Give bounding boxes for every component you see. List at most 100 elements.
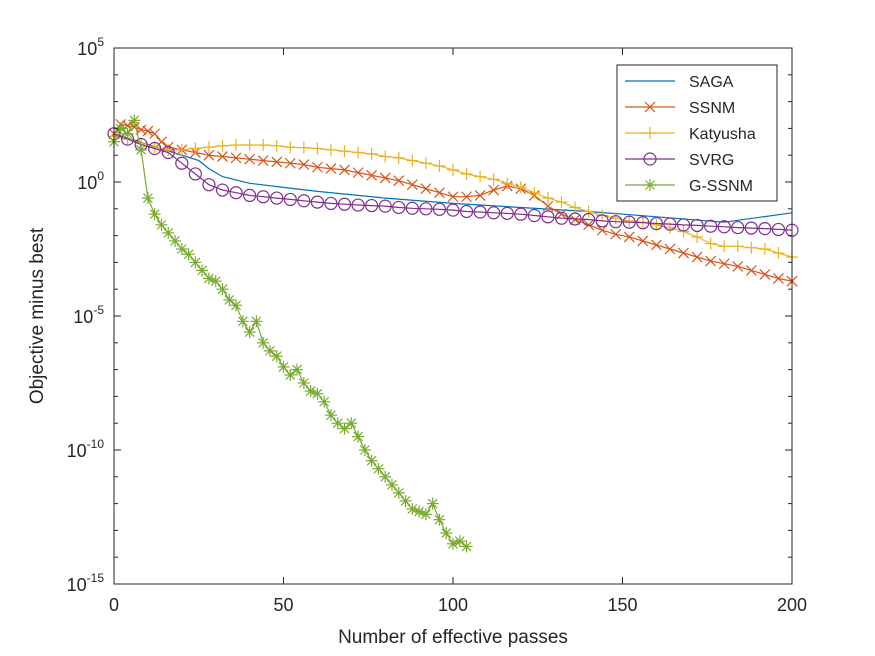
data-point bbox=[731, 220, 745, 235]
x-tick-label: 100 bbox=[438, 595, 468, 615]
data-point bbox=[352, 146, 365, 159]
data-point bbox=[283, 192, 297, 207]
data-point bbox=[149, 128, 161, 140]
x-tick-label: 200 bbox=[777, 595, 807, 615]
series-line bbox=[113, 133, 793, 231]
legend-item: SSNM bbox=[625, 100, 735, 117]
data-point bbox=[650, 239, 662, 251]
data-point bbox=[610, 228, 622, 240]
data-point bbox=[298, 159, 310, 171]
data-point bbox=[636, 216, 650, 230]
data-point bbox=[169, 234, 182, 247]
data-point bbox=[216, 283, 229, 296]
data-point bbox=[365, 454, 378, 467]
data-point bbox=[203, 149, 215, 161]
data-point bbox=[405, 201, 419, 215]
data-point bbox=[230, 152, 242, 164]
legend-item: SVRG bbox=[625, 152, 734, 169]
data-point bbox=[399, 494, 412, 507]
data-point bbox=[555, 196, 568, 209]
data-point bbox=[338, 145, 351, 158]
data-point bbox=[461, 191, 472, 203]
data-point bbox=[291, 363, 304, 376]
data-point bbox=[121, 127, 134, 140]
data-point bbox=[650, 218, 663, 231]
series-saga bbox=[113, 133, 793, 223]
data-point bbox=[202, 178, 216, 192]
data-point bbox=[676, 218, 691, 232]
data-point bbox=[554, 211, 569, 225]
data-point bbox=[337, 197, 352, 211]
data-point bbox=[433, 159, 446, 172]
series-g-ssnm bbox=[108, 114, 473, 553]
data-point bbox=[771, 222, 786, 237]
data-point bbox=[378, 199, 392, 213]
data-point bbox=[114, 122, 127, 135]
data-point bbox=[257, 155, 269, 166]
data-point bbox=[432, 202, 447, 216]
data-point bbox=[596, 209, 609, 222]
data-point bbox=[649, 216, 664, 231]
data-point bbox=[372, 462, 385, 475]
data-point bbox=[297, 194, 311, 208]
data-point bbox=[324, 143, 337, 156]
data-point bbox=[223, 293, 236, 306]
legend-label: G-SSNM bbox=[689, 178, 753, 195]
data-point bbox=[583, 219, 595, 231]
y-tick-label: 10-15 bbox=[67, 571, 105, 595]
y-tick-label: 100 bbox=[77, 169, 104, 193]
data-point bbox=[277, 360, 290, 373]
data-point bbox=[270, 139, 283, 152]
legend-marker bbox=[643, 152, 657, 166]
y-tick-label: 105 bbox=[77, 35, 104, 59]
data-point bbox=[243, 326, 256, 339]
data-point bbox=[459, 204, 474, 219]
data-point bbox=[447, 191, 459, 203]
data-point bbox=[358, 444, 371, 456]
data-point bbox=[568, 212, 582, 226]
data-point bbox=[759, 269, 771, 280]
data-point bbox=[250, 315, 263, 328]
x-tick-label: 150 bbox=[607, 595, 637, 615]
data-point bbox=[514, 207, 528, 221]
data-point bbox=[128, 114, 141, 127]
data-point bbox=[705, 255, 717, 267]
data-point bbox=[717, 220, 731, 234]
legend-label: SVRG bbox=[689, 152, 734, 169]
data-point bbox=[216, 139, 229, 152]
data-point bbox=[758, 243, 771, 255]
data-point bbox=[406, 179, 418, 191]
data-point bbox=[406, 154, 419, 167]
data-point bbox=[385, 478, 398, 491]
data-point bbox=[141, 192, 154, 205]
data-point bbox=[569, 201, 582, 214]
data-point bbox=[189, 256, 202, 269]
data-point bbox=[623, 214, 636, 227]
data-point bbox=[474, 189, 486, 201]
data-point bbox=[324, 409, 337, 422]
legend-marker bbox=[644, 101, 656, 113]
data-point bbox=[446, 203, 460, 217]
data-point bbox=[162, 226, 175, 239]
data-point bbox=[175, 156, 189, 170]
series-line bbox=[113, 133, 793, 223]
data-point bbox=[365, 147, 378, 160]
data-point bbox=[677, 225, 690, 238]
data-point bbox=[460, 167, 473, 180]
data-point bbox=[215, 183, 230, 197]
data-point bbox=[718, 240, 731, 253]
data-point bbox=[527, 208, 541, 223]
data-point bbox=[663, 217, 677, 231]
data-point bbox=[135, 143, 148, 156]
data-point bbox=[148, 208, 161, 221]
data-point bbox=[352, 167, 364, 179]
data-point bbox=[718, 258, 730, 270]
data-point bbox=[731, 240, 744, 253]
data-point bbox=[419, 202, 433, 216]
data-point bbox=[501, 177, 514, 190]
data-point bbox=[622, 215, 636, 229]
data-point bbox=[229, 186, 243, 200]
data-point bbox=[379, 172, 391, 184]
data-point bbox=[434, 187, 445, 199]
